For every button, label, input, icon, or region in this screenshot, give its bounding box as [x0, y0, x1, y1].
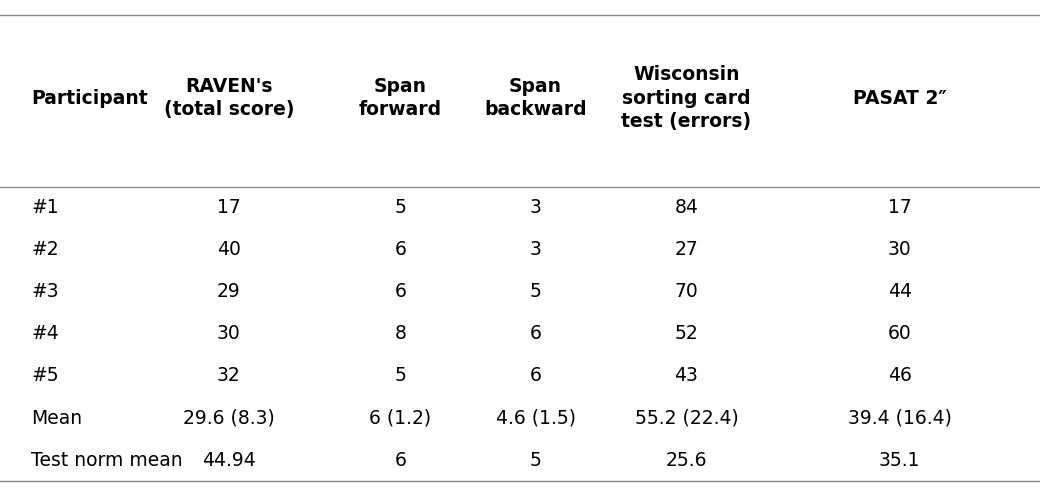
Text: 3: 3 [529, 240, 542, 259]
Text: 4.6 (1.5): 4.6 (1.5) [496, 409, 575, 428]
Text: 32: 32 [217, 366, 240, 385]
Text: #2: #2 [31, 240, 59, 259]
Text: 6: 6 [394, 240, 407, 259]
Text: 5: 5 [394, 366, 407, 385]
Text: #4: #4 [31, 325, 59, 343]
Text: 55.2 (22.4): 55.2 (22.4) [634, 409, 738, 428]
Text: 25.6: 25.6 [666, 451, 707, 469]
Text: 6 (1.2): 6 (1.2) [369, 409, 432, 428]
Text: 5: 5 [394, 198, 407, 217]
Text: 6: 6 [394, 451, 407, 469]
Text: Wisconsin
sorting card
test (errors): Wisconsin sorting card test (errors) [621, 65, 752, 131]
Text: 27: 27 [675, 240, 698, 259]
Text: 6: 6 [529, 366, 542, 385]
Text: 84: 84 [675, 198, 698, 217]
Text: 5: 5 [529, 282, 542, 301]
Text: 6: 6 [394, 282, 407, 301]
Text: 52: 52 [675, 325, 698, 343]
Text: 29.6 (8.3): 29.6 (8.3) [183, 409, 275, 428]
Text: 60: 60 [888, 325, 911, 343]
Text: 17: 17 [888, 198, 911, 217]
Text: RAVEN's
(total score): RAVEN's (total score) [163, 77, 294, 119]
Text: PASAT 2″: PASAT 2″ [853, 89, 946, 108]
Text: #1: #1 [31, 198, 59, 217]
Text: 35.1: 35.1 [879, 451, 920, 469]
Text: 30: 30 [888, 240, 911, 259]
Text: 5: 5 [529, 451, 542, 469]
Text: 17: 17 [217, 198, 240, 217]
Text: 40: 40 [217, 240, 240, 259]
Text: 70: 70 [675, 282, 698, 301]
Text: #3: #3 [31, 282, 59, 301]
Text: 46: 46 [888, 366, 911, 385]
Text: 30: 30 [217, 325, 240, 343]
Text: Test norm mean: Test norm mean [31, 451, 183, 469]
Text: 8: 8 [394, 325, 407, 343]
Text: 6: 6 [529, 325, 542, 343]
Text: 29: 29 [217, 282, 240, 301]
Text: 44.94: 44.94 [202, 451, 256, 469]
Text: 39.4 (16.4): 39.4 (16.4) [848, 409, 952, 428]
Text: #5: #5 [31, 366, 59, 385]
Text: Span
forward: Span forward [359, 77, 442, 119]
Text: 43: 43 [675, 366, 698, 385]
Text: Mean: Mean [31, 409, 82, 428]
Text: 3: 3 [529, 198, 542, 217]
Text: Span
backward: Span backward [485, 77, 587, 119]
Text: 44: 44 [887, 282, 912, 301]
Text: Participant: Participant [31, 89, 148, 108]
